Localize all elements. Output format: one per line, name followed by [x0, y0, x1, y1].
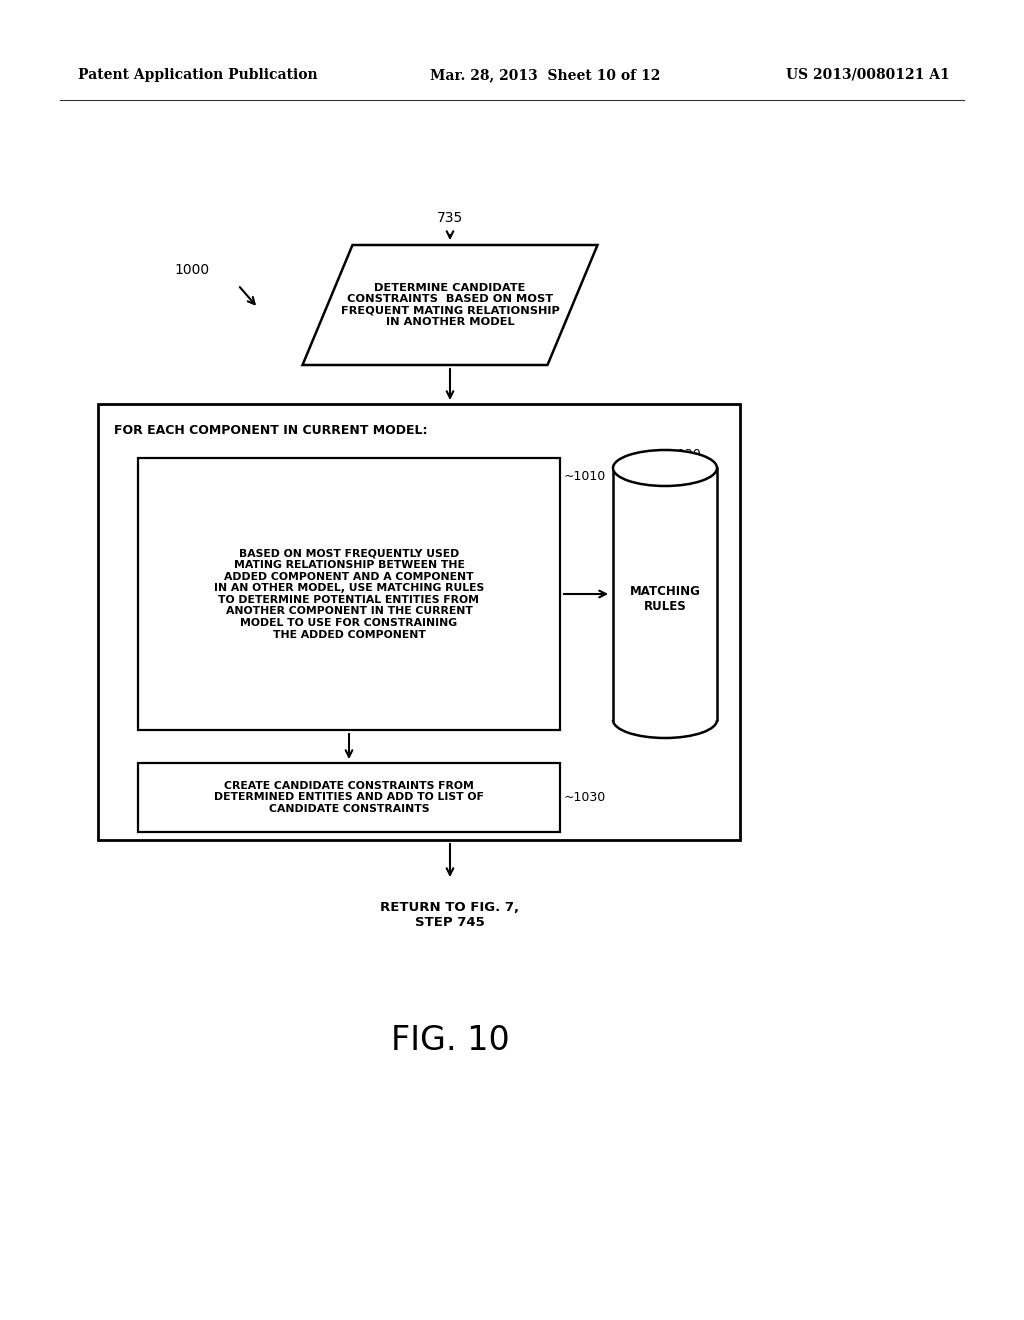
Text: ~1030: ~1030	[564, 791, 606, 804]
Text: 1000: 1000	[175, 263, 210, 277]
Text: CREATE CANDIDATE CONSTRAINTS FROM
DETERMINED ENTITIES AND ADD TO LIST OF
CANDIDA: CREATE CANDIDATE CONSTRAINTS FROM DETERM…	[214, 781, 484, 814]
Polygon shape	[302, 246, 597, 366]
Text: Patent Application Publication: Patent Application Publication	[78, 69, 317, 82]
Polygon shape	[138, 458, 560, 730]
Text: Mar. 28, 2013  Sheet 10 of 12: Mar. 28, 2013 Sheet 10 of 12	[430, 69, 660, 82]
Text: BASED ON MOST FREQUENTLY USED
MATING RELATIONSHIP BETWEEN THE
ADDED COMPONENT AN: BASED ON MOST FREQUENTLY USED MATING REL…	[214, 548, 484, 640]
Ellipse shape	[613, 450, 717, 486]
Text: ~1010: ~1010	[564, 470, 606, 483]
Text: US 2013/0080121 A1: US 2013/0080121 A1	[786, 69, 950, 82]
Polygon shape	[613, 469, 717, 719]
Text: DETERMINE CANDIDATE
CONSTRAINTS  BASED ON MOST
FREQUENT MATING RELATIONSHIP
IN A: DETERMINE CANDIDATE CONSTRAINTS BASED ON…	[341, 282, 559, 327]
Text: FIG. 10: FIG. 10	[390, 1023, 509, 1056]
Text: 1020: 1020	[670, 447, 701, 461]
Polygon shape	[138, 763, 560, 832]
Text: 735: 735	[437, 211, 463, 224]
Text: MATCHING
RULES: MATCHING RULES	[630, 585, 700, 612]
Text: RETURN TO FIG. 7,
STEP 745: RETURN TO FIG. 7, STEP 745	[381, 902, 519, 929]
Polygon shape	[98, 404, 740, 840]
Text: FOR EACH COMPONENT IN CURRENT MODEL:: FOR EACH COMPONENT IN CURRENT MODEL:	[114, 424, 427, 437]
